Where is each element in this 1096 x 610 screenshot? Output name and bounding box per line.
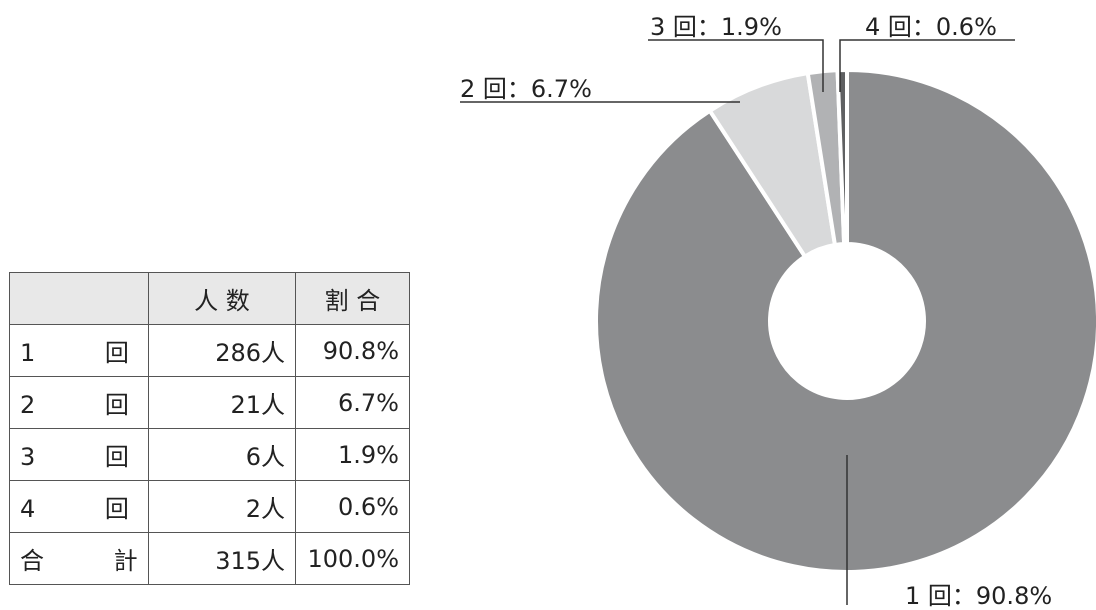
count-cell: 315人 xyxy=(148,532,296,585)
table-body: 1 回 286人 90.8% 2 回 21人 6.7% 3 回 6人 1.9% 4 回 2人 0.6%… xyxy=(9,324,410,585)
table-row: 2 回 21人 6.7% xyxy=(9,376,410,429)
slice-label: 2 回：6.7% xyxy=(460,75,592,103)
table-row: 3 回 6人 1.9% xyxy=(9,428,410,481)
slice-label: 3 回：1.9% xyxy=(650,13,782,41)
pie-slice xyxy=(594,68,1096,574)
column-header: 割 合 xyxy=(295,272,410,325)
share-cell: 100.0% xyxy=(295,532,410,585)
row-label: 3 回 xyxy=(9,428,149,481)
share-cell: 90.8% xyxy=(295,324,410,377)
count-cell: 286人 xyxy=(148,324,296,377)
slice-label: 4 回：0.6% xyxy=(865,13,997,41)
leader-line xyxy=(839,39,1015,92)
count-cell: 6人 xyxy=(148,428,296,481)
table-row: 合 計 315人 100.0% xyxy=(9,532,410,585)
corner-cell xyxy=(9,272,149,325)
table-row: 1 回 286人 90.8% xyxy=(9,324,410,377)
share-cell: 6.7% xyxy=(295,376,410,429)
count-cell: 2人 xyxy=(148,480,296,533)
leader-line xyxy=(648,39,824,92)
slice-label: 1 回：90.8% xyxy=(905,582,1052,610)
data-table: 人 数 割 合 1 回 286人 90.8% 2 回 21人 6.7% 3 回 6人 1.9% 4… xyxy=(9,272,410,585)
count-cell: 21人 xyxy=(148,376,296,429)
row-label: 合 計 xyxy=(9,532,149,585)
